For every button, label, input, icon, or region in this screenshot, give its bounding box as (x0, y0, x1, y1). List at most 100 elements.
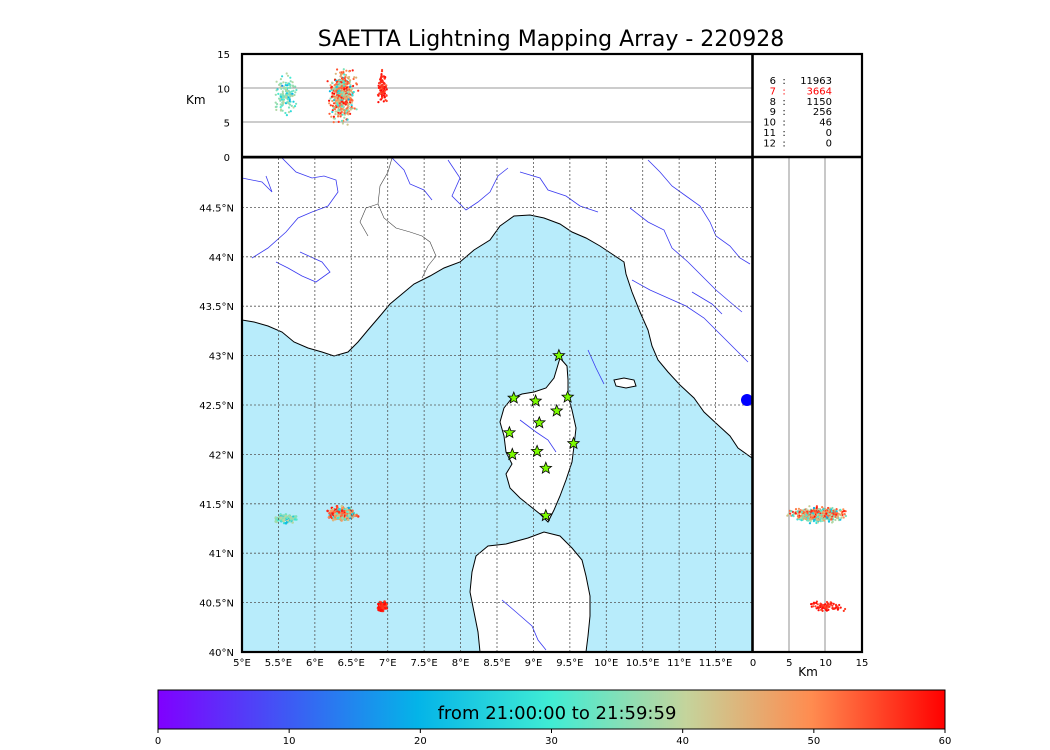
lightning-source (340, 514, 343, 517)
lat-tick-label: 44°N (209, 253, 234, 264)
colorbar-tick: 30 (545, 736, 558, 747)
lightning-source (341, 511, 345, 515)
lightning-source (328, 102, 331, 105)
lightning-source (346, 518, 350, 521)
lightning-source (334, 72, 337, 75)
lightning-source (819, 509, 823, 512)
lightning-source (798, 510, 801, 513)
lightning-source (295, 102, 298, 105)
lightning-source (348, 515, 351, 518)
lightning-source (288, 98, 291, 101)
lightning-source (385, 88, 388, 91)
lightning-source (341, 78, 344, 81)
lightning-source (274, 520, 278, 523)
lightning-source (331, 89, 334, 92)
stat-label: 11 (763, 128, 776, 139)
lightning-source (332, 115, 335, 118)
lightning-source (343, 112, 346, 115)
lightning-source (336, 98, 339, 101)
lightning-source (343, 116, 346, 119)
lightning-source (816, 515, 820, 518)
lightning-source (289, 110, 292, 113)
stat-sep: : (782, 107, 785, 118)
lightning-source (344, 83, 347, 87)
lightning-source (279, 516, 283, 519)
lightning-source (819, 602, 822, 605)
lightning-source (349, 96, 352, 99)
lightning-source (279, 103, 282, 106)
lightning-source (280, 98, 283, 101)
lat-tick-label: 41°N (209, 549, 234, 560)
station-star (552, 348, 566, 362)
lightning-source (333, 517, 337, 521)
lightning-source (341, 71, 344, 75)
top-altitude-panel[interactable]: 0 5 10 15 Km (186, 50, 752, 164)
lightning-source (336, 102, 339, 105)
lightning-source (820, 516, 824, 519)
lightning-source (334, 113, 337, 116)
lightning-source (385, 84, 388, 87)
lightning-source (345, 81, 348, 84)
lightning-source (384, 89, 387, 92)
lightning-source (331, 512, 334, 515)
lightning-source (839, 514, 843, 517)
lightning-source (838, 603, 841, 607)
top-y-tick: 10 (217, 84, 230, 95)
lon-tick-label: 6°E (306, 658, 324, 669)
lightning-source (274, 101, 277, 104)
lightning-source (326, 509, 329, 513)
stat-sep: : (782, 76, 785, 87)
lat-tick-label: 43.5°N (199, 302, 234, 313)
lon-tick-label: 9°E (525, 658, 543, 669)
lightning-source (826, 514, 830, 517)
lightning-source (331, 81, 334, 84)
lat-tick-label: 40°N (209, 648, 234, 659)
lma-stations (502, 348, 581, 522)
lightning-source (294, 91, 297, 94)
lightning-source (339, 71, 342, 74)
lightning-source (812, 506, 816, 510)
lightning-source (810, 513, 813, 517)
lightning-source (345, 93, 348, 96)
right-altitude-panel[interactable]: 0 5 10 15 Km (750, 158, 869, 679)
lightning-source (786, 514, 789, 517)
lightning-source (336, 104, 339, 107)
lon-tick-label: 11.5°E (699, 658, 733, 669)
stat-label: 12 (763, 138, 776, 149)
lightning-source (293, 93, 296, 97)
lightning-source (352, 77, 355, 81)
lightning-source (355, 83, 358, 86)
lightning-sources-top (274, 68, 388, 126)
lightning-source (333, 88, 336, 91)
lon-tick-label: 10.5°E (626, 658, 660, 669)
lat-tick-label: 44.5°N (199, 203, 234, 214)
lightning-source (822, 604, 825, 607)
lightning-source (284, 111, 287, 115)
lightning-source (796, 515, 800, 518)
colorbar-tick: 10 (283, 736, 296, 747)
lightning-source (815, 518, 818, 521)
stat-count: 11963 (800, 76, 832, 87)
lightning-source (336, 68, 339, 71)
lightning-source (335, 504, 339, 508)
lightning-source (335, 89, 338, 92)
lightning-source (326, 80, 329, 83)
lightning-source (800, 510, 804, 514)
lightning-source (839, 606, 842, 609)
lightning-source (790, 510, 793, 513)
lightning-source (349, 79, 352, 82)
lightning-source (295, 88, 298, 92)
lightning-source (279, 78, 282, 81)
lightning-source (292, 89, 295, 92)
lightning-source (805, 508, 808, 511)
lightning-source (830, 518, 833, 521)
lon-tick-label: 11°E (667, 658, 691, 669)
lightning-source (335, 512, 339, 515)
right-x-tick-labels: 0 5 10 15 (750, 658, 869, 669)
lightning-source (288, 103, 292, 106)
lightning-source (330, 115, 333, 118)
lightning-source (379, 87, 382, 90)
map-panel[interactable]: 5°E 5.5°E 6°E 6.5°E 7°E 7.5°E 8°E 8.5°E 9°E 9.5°E… (199, 157, 753, 669)
lightning-source (340, 85, 343, 88)
lightning-source (347, 90, 350, 93)
